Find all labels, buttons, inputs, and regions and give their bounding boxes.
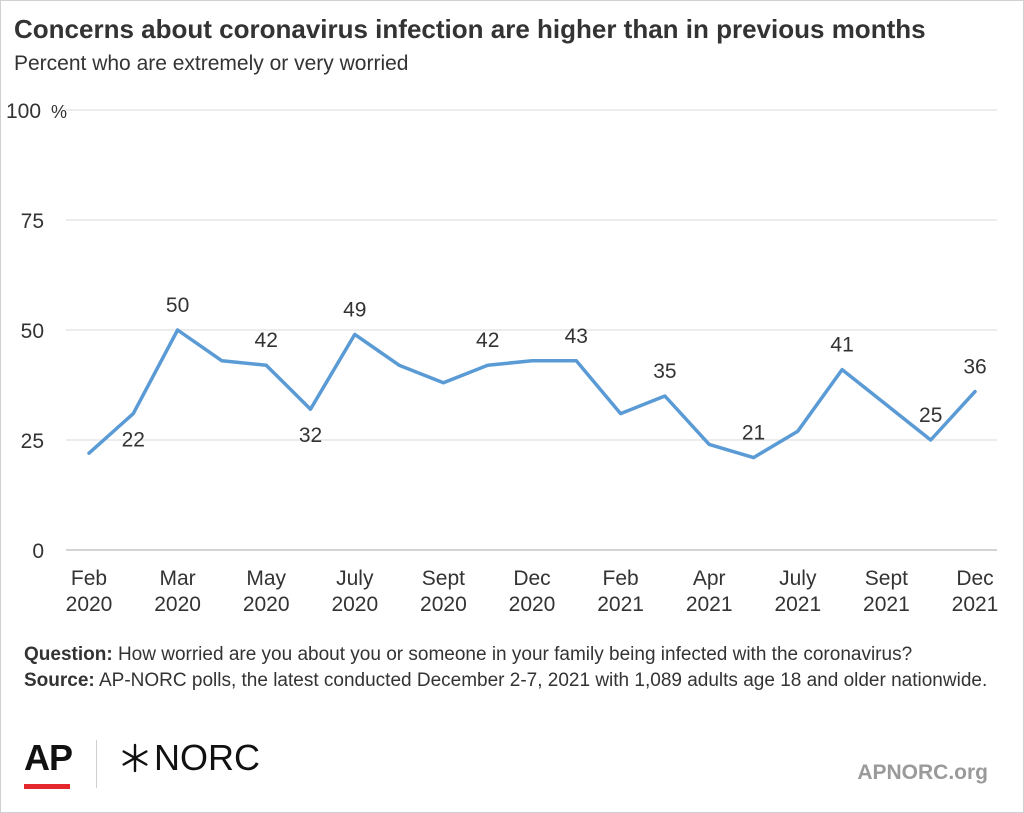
data-label: 36 [963,356,986,379]
chart-subtitle: Percent who are extremely or very worrie… [14,52,409,75]
y-tick-label-50: 50 [21,320,44,343]
x-tick-label: Apr [693,567,726,590]
data-label: 50 [166,294,189,317]
data-label: 41 [830,334,853,357]
line-chart: 0 25 50 75 100 % Feb 2020 Mar 2020 May 2020 July 2020… [6,100,999,616]
y-tick-label-25: 25 [21,430,44,453]
site-link[interactable]: APNORC.org [857,761,988,784]
x-tick-label: 2020 [331,593,378,616]
source-text: AP-NORC polls, the latest conducted Dece… [94,670,988,691]
y-unit-label: % [51,102,67,122]
x-tick-label: 2020 [66,593,113,616]
question-label: Question: [24,644,113,665]
ap-logo-bar [24,784,70,789]
data-label: 49 [343,298,366,321]
x-tick-label: 2020 [420,593,467,616]
x-tick-label: July [779,567,817,590]
x-tick-label: 2020 [154,593,201,616]
data-label: 32 [299,424,322,447]
source-label: Source: [24,670,95,691]
x-tick-label: 2021 [774,593,821,616]
x-tick-label: Dec [513,567,550,590]
chart-title: Concerns about coronavirus infection are… [14,14,926,44]
logo-divider [96,740,97,788]
data-label: 42 [476,329,499,352]
question-text: How worried are you about you or someone… [112,644,913,665]
data-label: 22 [122,429,145,452]
norc-logo: NORC [120,737,260,779]
y-tick-label-0: 0 [32,540,44,563]
x-tick-label: Sept [422,567,465,590]
data-label: 21 [742,422,765,445]
x-tick-label: 2021 [863,593,910,616]
question-note: Question: How worried are you about you … [24,642,1014,668]
x-tick-label: 2021 [597,593,644,616]
x-tick-label: 2021 [686,593,733,616]
x-tick-label: 2020 [243,593,290,616]
x-tick-label: Feb [603,567,639,590]
source-note: Source: AP-NORC polls, the latest conduc… [24,668,1014,694]
data-label: 43 [565,325,588,348]
x-tick-label: July [336,567,374,590]
x-tick-label: Feb [71,567,107,590]
x-tick-label: Mar [160,567,196,590]
x-tick-label: May [246,567,286,590]
norc-star-icon [122,743,148,773]
series-line [87,328,977,460]
y-tick-label-100: 100 [6,100,41,123]
x-tick-label: 2020 [509,593,556,616]
data-label: 42 [255,329,278,352]
data-label: 35 [653,360,676,383]
chart-notes: Question: How worried are you about you … [24,642,1014,694]
x-tick-label: 2021 [952,593,999,616]
data-label: 25 [919,404,942,427]
norc-logo-text: NORC [154,737,260,778]
x-tick-label: Dec [956,567,993,590]
x-tick-label: Sept [865,567,908,590]
ap-logo: AP [24,737,73,778]
y-tick-label-75: 75 [21,210,44,233]
